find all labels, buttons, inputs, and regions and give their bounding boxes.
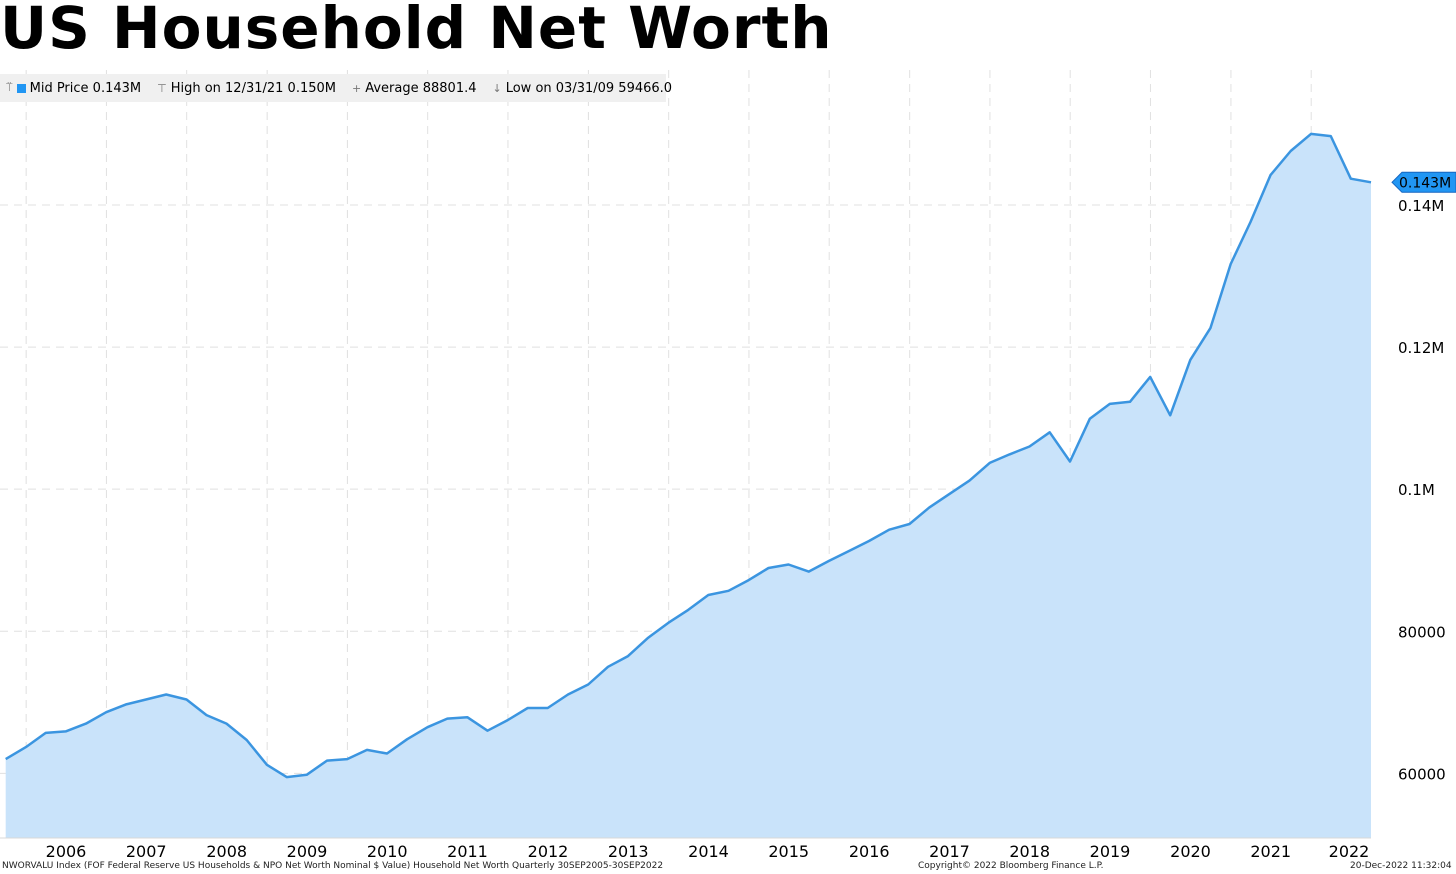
legend-high[interactable]: ⊤ High on 12/31/21 0.150M [157,81,336,96]
y-tick-label: 60000 [1398,765,1446,783]
footer-source: NWORVALU Index (FOF Federal Reserve US H… [2,861,664,871]
chart-legend: ⍡ Mid Price 0.143M ⊤ High on 12/31/21 0.… [0,74,672,102]
x-tick-label: 2010 [367,842,408,861]
legend-average-label: Average 88801.4 [365,80,477,96]
x-tick-label: 2017 [929,842,970,861]
x-tick-label: 2007 [126,842,167,861]
x-tick-label: 2018 [1009,842,1050,861]
high-marker-icon: ⊤ [157,81,167,95]
y-tick-label: 0.12M [1398,339,1444,357]
x-tick-label: 2006 [46,842,87,861]
x-tick-label: 2015 [768,842,809,861]
y-tick-label: 80000 [1398,623,1446,641]
y-tick-label: 0.14M [1398,197,1444,215]
y-axis-ticks: 60000 80000 0.1M 0.12M 0.14M [1398,197,1446,783]
low-marker-icon: ↓ [492,81,502,95]
x-tick-label: 2014 [688,842,729,861]
footer-timestamp: 20-Dec-2022 11:32:04 [1350,861,1452,871]
x-tick-label: 2020 [1170,842,1211,861]
average-marker-icon: + [352,81,362,95]
x-tick-label: 2021 [1250,842,1291,861]
chart-title: US Household Net Worth [0,0,833,62]
y-tick-label: 0.1M [1398,481,1435,499]
last-value-badge: 0.143M [1391,171,1456,193]
legend-pin-icon: ⍡ [6,81,13,94]
x-tick-label: 2011 [447,842,488,861]
last-value-arrow [1391,171,1456,193]
legend-high-label: High on 12/31/21 0.150M [170,80,336,96]
x-tick-label: 2019 [1090,842,1131,861]
legend-average[interactable]: + Average 88801.4 [352,81,477,96]
legend-low-label: Low on 03/31/09 59466.0 [505,80,673,96]
x-axis-ticks: 2006 2007 2008 2009 2010 2011 2012 2013 2014 2015… [46,842,1370,861]
legend-mid-price[interactable]: ⍡ Mid Price 0.143M [6,81,141,96]
series-line[interactable] [5,132,1372,779]
x-tick-label: 2012 [528,842,569,861]
x-tick-label: 2013 [608,842,649,861]
legend-low[interactable]: ↓ Low on 03/31/09 59466.0 [493,81,673,96]
x-tick-label: 2009 [287,842,328,861]
legend-blue-swatch [16,83,26,93]
legend-mid-price-label: Mid Price 0.143M [29,80,142,96]
footer-copyright: Copyright© 2022 Bloomberg Finance L.P. [918,861,1104,871]
x-tick-label: 2022 [1329,842,1370,861]
x-tick-label: 2016 [849,842,890,861]
last-value-label: 0.143M [1399,175,1451,191]
x-tick-label: 2008 [206,842,247,861]
area-fill [5,133,1372,838]
